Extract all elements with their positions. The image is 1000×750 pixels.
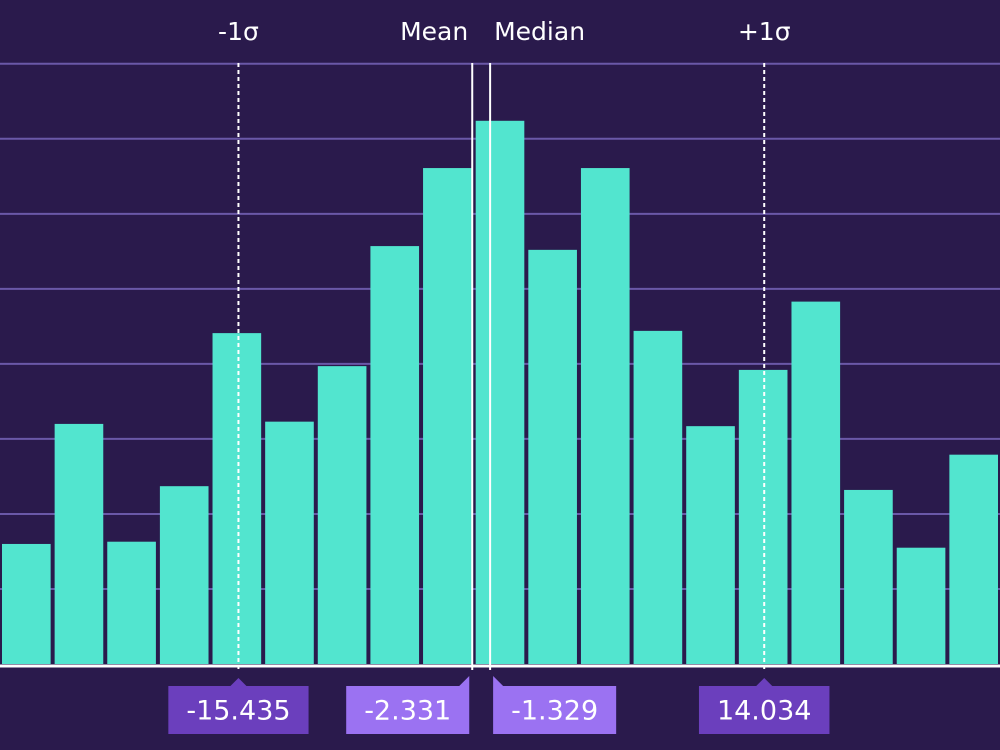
marker-label: +1σ bbox=[738, 17, 791, 46]
marker-pointer bbox=[459, 676, 470, 686]
bar bbox=[475, 120, 525, 665]
marker-value-box: -1.329 bbox=[493, 676, 617, 734]
marker-value: 14.034 bbox=[717, 696, 811, 727]
marker-pointer bbox=[230, 678, 247, 686]
marker-value-box: -2.331 bbox=[346, 676, 470, 734]
marker-box bbox=[698, 686, 830, 734]
bar bbox=[212, 333, 262, 664]
bar bbox=[54, 423, 104, 664]
bar bbox=[423, 168, 472, 664]
marker-box bbox=[493, 686, 617, 734]
bar bbox=[2, 543, 51, 664]
bar bbox=[949, 454, 998, 664]
marker-pointer bbox=[493, 676, 504, 686]
marker-box bbox=[168, 686, 309, 734]
marker-value: -2.331 bbox=[364, 696, 451, 727]
bar bbox=[738, 369, 788, 664]
marker-label: Mean bbox=[400, 17, 468, 46]
marker-value: -1.329 bbox=[511, 696, 598, 727]
marker-value-box: -15.435 bbox=[168, 678, 309, 734]
bar bbox=[370, 246, 420, 664]
bar bbox=[580, 168, 630, 664]
bar bbox=[528, 249, 577, 665]
marker-label: -1σ bbox=[218, 17, 259, 46]
marker-value: -15.435 bbox=[186, 696, 290, 727]
marker-label: Median bbox=[494, 17, 585, 46]
bar bbox=[686, 426, 735, 664]
bar bbox=[633, 330, 683, 664]
bar bbox=[317, 366, 367, 664]
bar bbox=[107, 541, 156, 664]
bar bbox=[791, 301, 841, 664]
bar bbox=[265, 421, 314, 664]
bar bbox=[844, 489, 893, 664]
bar bbox=[896, 547, 946, 664]
marker-box bbox=[346, 686, 470, 734]
marker-pointer bbox=[756, 678, 773, 686]
bar bbox=[159, 486, 209, 664]
marker-value-box: 14.034 bbox=[698, 678, 830, 734]
